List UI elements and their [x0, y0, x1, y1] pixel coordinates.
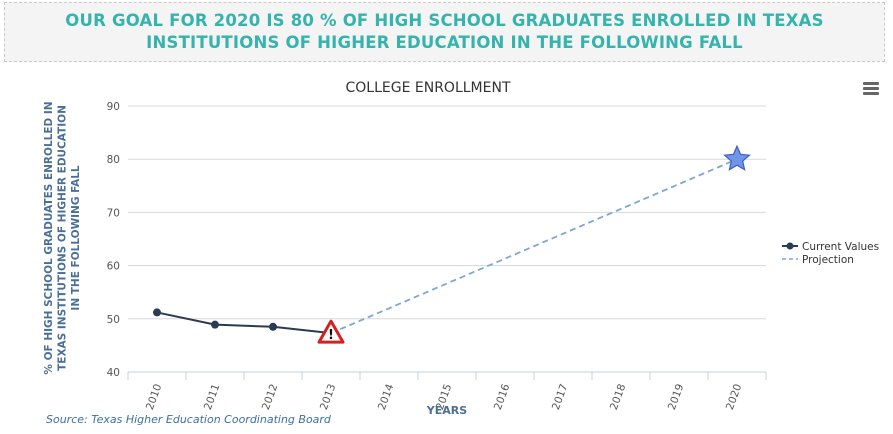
goal-banner: OUR GOAL FOR 2020 IS 80 % OF HIGH SCHOOL…	[4, 2, 885, 62]
chart-container	[0, 62, 893, 434]
source-note: Source: Texas Higher Education Coordinat…	[46, 413, 331, 426]
hamburger-menu-icon	[863, 82, 879, 85]
goal-text: OUR GOAL FOR 2020 IS 80 % OF HIGH SCHOOL…	[65, 11, 824, 52]
chart-menu-button[interactable]	[863, 82, 879, 95]
